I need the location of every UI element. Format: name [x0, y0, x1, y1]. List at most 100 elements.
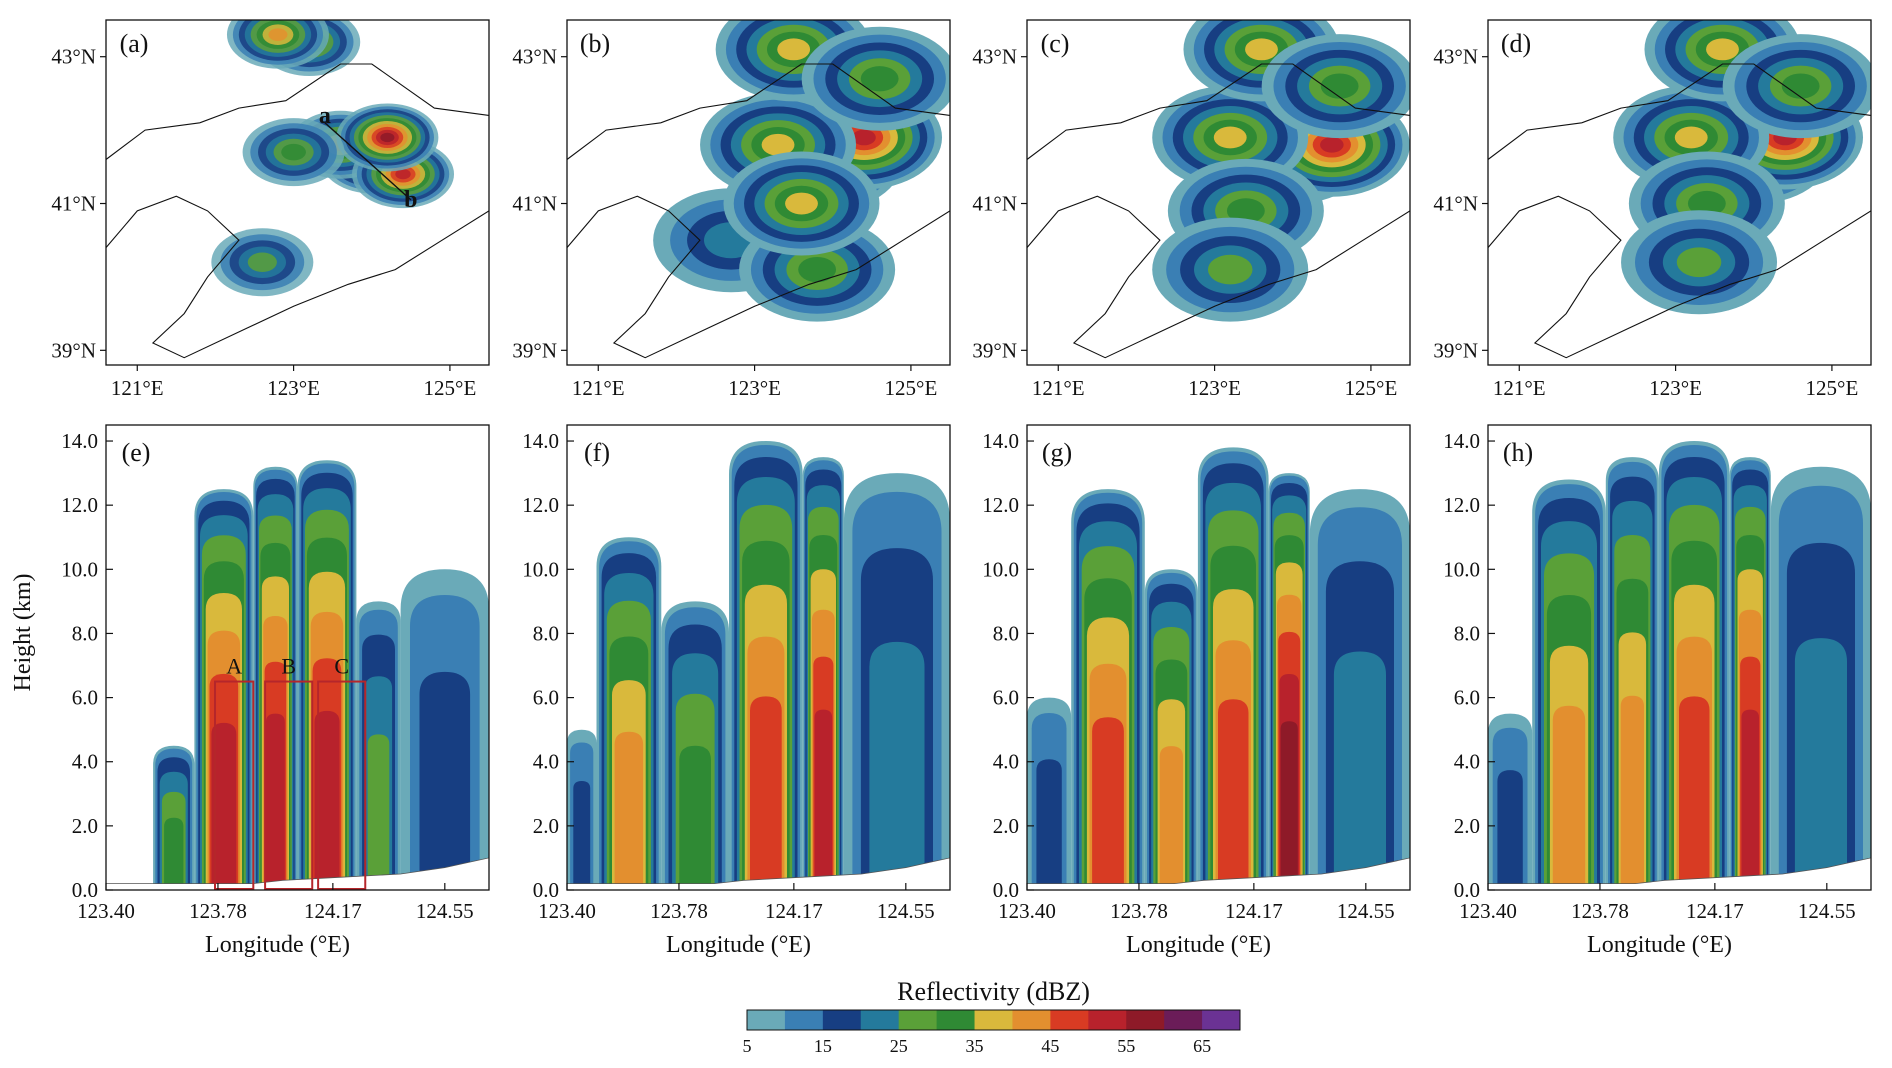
- x-axis-label: Longitude (°E): [205, 932, 350, 958]
- echo-column: [1144, 569, 1198, 890]
- echo-column: [297, 460, 357, 890]
- y-tick-label: 8.0: [1454, 621, 1480, 645]
- x-axis-label: Longitude (°E): [1587, 932, 1732, 958]
- colorbar-swatch: [1164, 1010, 1203, 1030]
- echo-column: [661, 601, 729, 890]
- colorbar-swatch: [860, 1010, 900, 1030]
- colorbar-frame: [746, 1009, 1241, 1031]
- y-tick-label: 4.0: [72, 750, 98, 774]
- colorbar-swatch: [822, 1010, 862, 1030]
- y-tick-label: 4.0: [993, 750, 1019, 774]
- x-tick-label: 124.55: [877, 899, 935, 923]
- echo-column: [1027, 697, 1072, 890]
- echo-cell: [336, 103, 439, 172]
- storm-box-A: [214, 680, 255, 890]
- echo-column: [1532, 479, 1606, 890]
- panel-label: (b): [580, 29, 610, 58]
- x-tick-label: 124.17: [304, 899, 362, 923]
- terrain-mask: [1027, 857, 1410, 890]
- y-tick-label: 6.0: [72, 686, 98, 710]
- y-tick-label: 41°N: [512, 192, 557, 216]
- echo-column: [1605, 457, 1659, 890]
- panel-label: (f): [584, 438, 610, 467]
- y-tick-label: 14.0: [61, 429, 98, 453]
- y-tick-label: 41°N: [972, 192, 1017, 216]
- x-tick-label: 123.40: [1459, 899, 1517, 923]
- echo-cell: [801, 26, 950, 131]
- panel-label: (g): [1042, 438, 1072, 467]
- echo-cell: [723, 151, 880, 256]
- y-tick-label: 12.0: [982, 493, 1019, 517]
- echo-column: [596, 537, 662, 890]
- map-panel-c: (c) 121°E 123°E 125°E 43°N 41°N 39°N: [972, 19, 1411, 400]
- panel-label: (a): [120, 29, 149, 58]
- x-tick-label: 121°E: [1493, 376, 1546, 400]
- y-tick-label: 0.0: [993, 878, 1019, 902]
- storm-box-label: C: [334, 654, 349, 679]
- echo-cell: [226, 20, 329, 69]
- coastline: [1488, 195, 1871, 359]
- echo-column: [729, 441, 803, 890]
- x-tick-label: 123.78: [1571, 899, 1629, 923]
- colorbar-swatch: [1126, 1010, 1165, 1030]
- echo-cell: [211, 228, 314, 297]
- colorbar-swatch: [1202, 1010, 1241, 1030]
- y-tick-label: 10.0: [522, 557, 559, 581]
- coastline: [1027, 195, 1410, 359]
- panel-label: (c): [1041, 29, 1070, 58]
- echo-column: [1309, 489, 1410, 890]
- echo-column: [1729, 457, 1771, 890]
- x-tick-label: 123.78: [189, 899, 247, 923]
- echo-column: [1197, 447, 1269, 890]
- panel-label: (h): [1503, 438, 1533, 467]
- y-tick-label: 0.0: [72, 878, 98, 902]
- x-tick-label: 124.17: [1225, 899, 1283, 923]
- y-tick-label: 43°N: [512, 45, 557, 69]
- plot-frame: [1487, 19, 1872, 366]
- storm-box-C: [317, 680, 367, 890]
- colorbar-tick-label: 45: [1041, 1036, 1059, 1056]
- x-tick-label: 124.55: [1337, 899, 1395, 923]
- y-tick-label: 43°N: [972, 45, 1017, 69]
- echo-column: [1658, 441, 1730, 890]
- terrain-mask: [567, 857, 950, 890]
- y-tick-label: 6.0: [1454, 686, 1480, 710]
- panel-label: (e): [122, 438, 151, 467]
- y-tick-label: 12.0: [1443, 493, 1480, 517]
- plot-frame: [1026, 19, 1411, 366]
- y-tick-label: 12.0: [61, 493, 98, 517]
- x-tick-label: 124.55: [416, 899, 474, 923]
- border-line: [1027, 63, 1410, 160]
- echo-column: [1268, 473, 1310, 890]
- coastline: [567, 195, 950, 359]
- colorbar-tick-label: 15: [814, 1036, 832, 1056]
- border-line: [567, 63, 950, 160]
- x-axis-label: Longitude (°E): [666, 932, 811, 958]
- y-tick-label: 0.0: [533, 878, 559, 902]
- echo-column: [567, 729, 597, 890]
- border-line: [106, 63, 489, 160]
- echo-cell: [1152, 217, 1309, 322]
- y-tick-label: 43°N: [1433, 45, 1478, 69]
- y-tick-label: 39°N: [972, 338, 1017, 362]
- y-tick-label: 39°N: [51, 338, 96, 362]
- x-tick-label: 125°E: [1345, 376, 1398, 400]
- x-tick-label: 124.17: [1686, 899, 1744, 923]
- y-tick-label: 10.0: [982, 557, 1019, 581]
- echo-cell: [1722, 34, 1871, 139]
- echo-column: [194, 489, 254, 890]
- storm-box-B: [264, 680, 314, 890]
- colorbar-tick-label: 35: [966, 1036, 984, 1056]
- y-tick-label: 14.0: [1443, 429, 1480, 453]
- y-tick-label: 12.0: [522, 493, 559, 517]
- echo-cell: [1644, 20, 1801, 102]
- echo-column: [356, 601, 401, 890]
- map-panel-d: (d) 121°E 123°E 125°E 43°N 41°N 39°N: [1433, 19, 1872, 400]
- colorbar-tick-label: 5: [743, 1036, 752, 1056]
- colorbar-title: Reflectivity (dBZ): [897, 977, 1090, 1006]
- x-tick-label: 125°E: [424, 376, 477, 400]
- y-tick-label: 43°N: [51, 45, 96, 69]
- y-tick-label: 41°N: [51, 192, 96, 216]
- y-tick-label: 10.0: [61, 557, 98, 581]
- x-tick-label: 124.17: [765, 899, 823, 923]
